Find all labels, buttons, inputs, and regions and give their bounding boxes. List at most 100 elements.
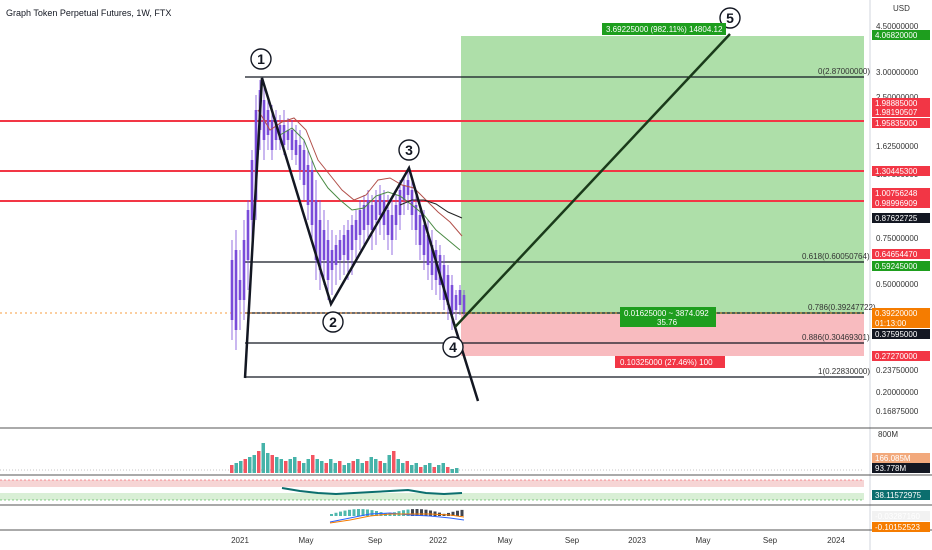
volume-bar	[306, 459, 310, 473]
price-tag-text: -0.03287160	[875, 512, 920, 521]
price-tick: 0.23750000	[876, 366, 919, 375]
volume-bar	[369, 457, 373, 473]
volume-bar	[248, 457, 252, 473]
volume-tick: 800M	[878, 430, 898, 439]
volume-bar	[455, 468, 459, 473]
macd-bar	[339, 511, 342, 516]
price-tag	[872, 166, 930, 176]
macd-bar	[429, 510, 432, 516]
candle-body	[330, 250, 334, 270]
macd-bar	[370, 510, 374, 516]
volume-bar	[329, 459, 333, 473]
entry-label-1: 0.01625000 ~ 3874.092	[624, 309, 709, 318]
price-tick: 2.50000000	[876, 93, 919, 102]
time-tick: May	[497, 536, 512, 545]
rsi-band-top	[0, 480, 864, 487]
fib-label: 0.786(0.39247722)	[808, 303, 876, 312]
volume-bar	[275, 457, 279, 473]
volume-bar	[266, 453, 270, 473]
price-tag-text: 93.778M	[875, 464, 906, 473]
price-tag	[872, 107, 930, 117]
price-tick: 4.50000000	[876, 22, 919, 31]
wave-number: 1	[257, 51, 265, 67]
price-tick: 3.00000000	[876, 68, 919, 77]
volume-bar	[297, 461, 301, 473]
volume-bar	[351, 461, 355, 473]
candle-body	[438, 255, 442, 285]
candle-body	[270, 120, 274, 150]
candle-body	[286, 130, 290, 140]
time-tick: Sep	[565, 536, 580, 545]
volume-bar	[342, 465, 346, 473]
macd-bar	[420, 509, 423, 516]
volume-bar	[234, 463, 238, 473]
price-tag	[872, 318, 930, 328]
volume-bar	[252, 455, 256, 473]
volume-bar	[423, 465, 427, 473]
fib-label: 0.886(0.30469301)	[802, 333, 870, 342]
wave-number: 2	[329, 314, 337, 330]
projection-line	[454, 33, 731, 328]
candle-body	[426, 235, 430, 265]
price-tag-text: 4.06820000	[875, 31, 918, 40]
volume-bar	[387, 455, 391, 473]
time-tick: 2021	[231, 536, 249, 545]
price-tag-text: 0.37595000	[875, 330, 918, 339]
candle-body	[334, 245, 338, 265]
candle-body	[398, 190, 402, 215]
candle-body	[234, 250, 238, 330]
macd-bar	[402, 510, 405, 516]
price-tag-text: 0.98996909	[875, 199, 918, 208]
rsi-line	[281, 487, 463, 496]
currency-label: USD	[893, 4, 910, 13]
candle-body	[314, 200, 318, 260]
price-tag-text: 1.98885000	[875, 99, 918, 108]
volume-bar	[302, 463, 306, 473]
candle-body	[430, 245, 434, 275]
volume-bar	[441, 463, 445, 473]
price-tag	[872, 198, 930, 208]
price-tag	[872, 351, 930, 361]
fib-label: 0.618(0.60050764)	[802, 252, 870, 261]
time-tick: 2023	[628, 536, 646, 545]
price-tag	[872, 118, 930, 128]
candle-body	[230, 260, 234, 320]
macd-bar	[352, 509, 356, 516]
macd-bar	[348, 509, 351, 516]
candle-body	[350, 225, 354, 250]
volume-bar	[270, 455, 274, 473]
macd-bar	[388, 513, 392, 516]
candle-series	[230, 80, 466, 350]
candle-body	[318, 220, 322, 270]
volume-bar	[428, 463, 432, 473]
macd-bar	[366, 509, 369, 516]
price-tag	[872, 490, 930, 500]
time-tick: May	[695, 536, 710, 545]
price-tag	[872, 188, 930, 198]
macd-bar	[451, 511, 455, 516]
wave-circle	[250, 48, 272, 70]
candle-body	[354, 220, 358, 240]
volume-bar	[360, 463, 364, 473]
macd-bar	[343, 510, 347, 516]
macd-bar	[411, 509, 414, 516]
price-tick: 0.50000000	[876, 280, 919, 289]
price-tag-text: 1.95835000	[875, 119, 918, 128]
candle-body	[310, 170, 314, 225]
volume-bar	[392, 451, 396, 473]
time-axis: 2021 May Sep 2022 May Sep 2023 May Sep 2024	[231, 536, 845, 545]
candle-body	[250, 160, 254, 220]
time-tick: 2024	[827, 536, 845, 545]
volume-bar	[437, 465, 441, 473]
candle-body	[418, 215, 422, 245]
macd-bar	[456, 510, 459, 516]
entry-label-box	[620, 307, 716, 327]
time-tick: 2022	[429, 536, 447, 545]
volume-bar	[383, 463, 387, 473]
wave-number: 3	[405, 142, 413, 158]
price-tag	[872, 308, 930, 318]
price-tick: 0.16875000	[876, 407, 919, 416]
price-tag	[872, 261, 930, 271]
volume-bar	[401, 463, 405, 473]
